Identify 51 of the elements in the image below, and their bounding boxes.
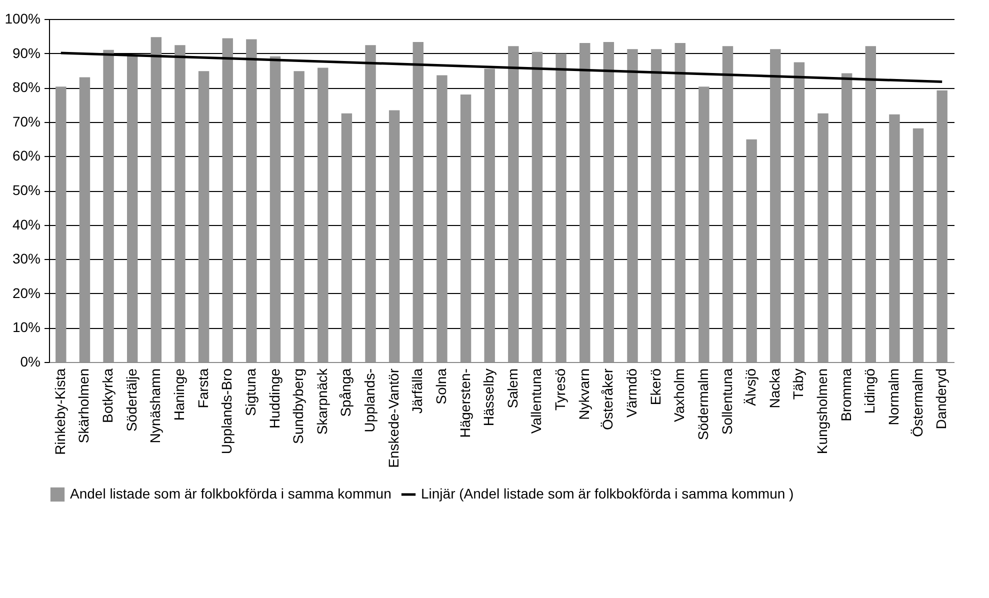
x-tick-label: Vaxholm	[671, 368, 688, 422]
y-tick-label: 30%	[12, 250, 40, 267]
x-tick-label: Skarpnäck	[314, 368, 330, 435]
x-tick-label: Spånga	[338, 368, 354, 417]
x-tick-label: Nynäshamn	[147, 368, 164, 444]
x-tick-label: Älvsjö	[742, 368, 759, 406]
x-tick-label: Botkyrka	[100, 368, 116, 423]
x-tick-label: Farsta	[194, 368, 211, 408]
x-tick-label: Solna	[432, 368, 449, 404]
x-tick-label: Ekerö	[647, 368, 664, 406]
x-tick-label: Nykvarn	[576, 368, 592, 420]
x-tick-label: Salem	[504, 368, 520, 408]
x-tick-label: Danderyd	[933, 368, 950, 430]
x-tick-label: Södertälje	[123, 368, 140, 432]
y-tick-label: 40%	[12, 216, 40, 232]
x-tick-label: Hässelby	[480, 368, 497, 426]
x-tick-label: Skärholmen	[76, 368, 92, 444]
y-tick-label: 50%	[12, 182, 40, 198]
legend-label: Andel listade som är folkbokförda i samma kommun	[70, 486, 392, 502]
y-tick-label: 10%	[12, 319, 40, 336]
x-tick-label: Normalm	[885, 368, 902, 426]
x-tick-label: Järfälla	[409, 368, 426, 414]
legend-label: Linjär (Andel listade som är folkbokförda i samma kommun )	[421, 486, 794, 502]
y-tick-label: 100%	[4, 10, 40, 26]
y-tick-label: 0%	[20, 354, 40, 370]
y-tick-label: 90%	[12, 44, 40, 61]
y-tick-label: 70%	[12, 113, 40, 130]
x-tick-label: Lidingö	[862, 368, 878, 414]
x-tick-label: Värmdö	[623, 368, 640, 418]
x-tick-label: Hägersten-	[456, 368, 473, 438]
y-tick-label: 20%	[12, 284, 40, 301]
x-tick-label: Upplands-	[362, 368, 378, 432]
x-tick-label: Sundbyberg	[290, 368, 306, 444]
x-tick-label: Kungsholmen	[814, 368, 830, 454]
x-tick-label: Österåker	[600, 368, 616, 430]
y-tick-label: 60%	[12, 148, 40, 164]
y-tick-label: 80%	[12, 79, 40, 96]
x-tick-label: Östermalm	[909, 368, 926, 437]
x-tick-label: Täby	[790, 368, 806, 400]
x-tick-label: Sigtuna	[242, 368, 258, 416]
x-tick-label: Haninge	[170, 368, 187, 421]
x-tick-label: Sollentuna	[718, 368, 735, 435]
x-tick-label: Enskede-Vantör	[385, 368, 402, 468]
x-tick-label: Nacka	[766, 368, 782, 408]
x-tick-label: Rinkeby-Kista	[52, 368, 68, 455]
x-tick-label: Bromma	[838, 368, 854, 422]
x-tick-label: Tyresö	[552, 368, 568, 411]
x-tick-label: Vallentuna	[528, 368, 544, 434]
x-tick-label: Huddinge	[266, 368, 282, 428]
x-tick-label: Upplands-Bro	[218, 368, 235, 454]
x-tick-label: Södermalm	[694, 368, 711, 440]
